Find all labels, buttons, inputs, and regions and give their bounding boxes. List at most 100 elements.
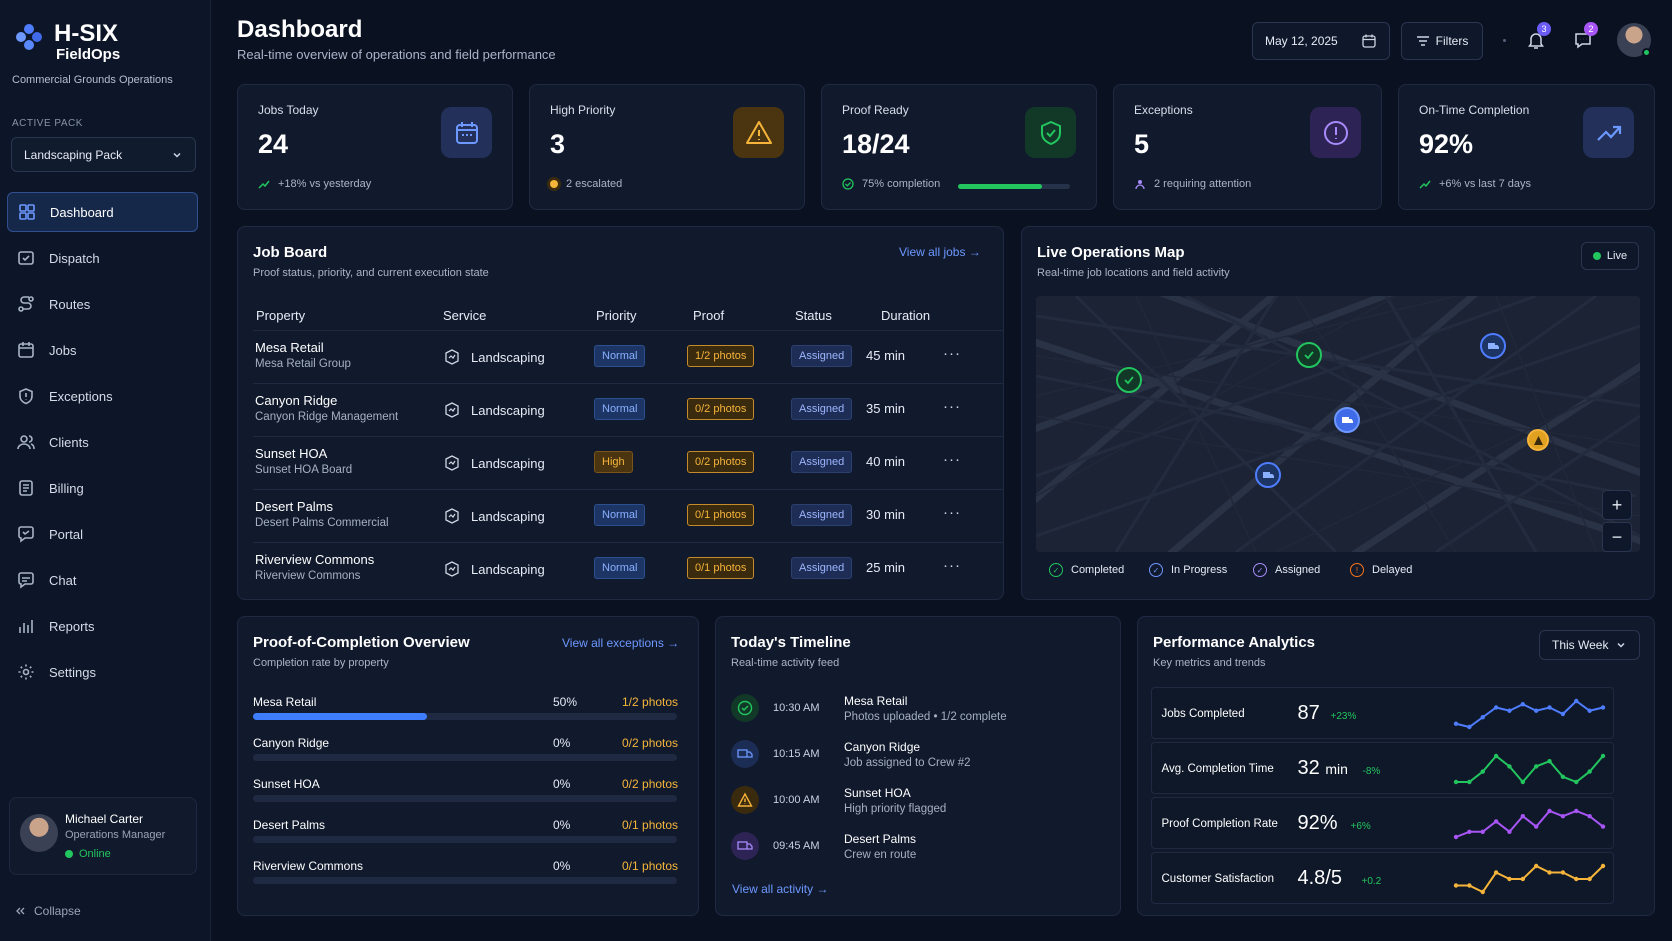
column-header-property[interactable]: Property (256, 308, 306, 323)
column-header-status[interactable]: Status (795, 308, 832, 323)
user-role: Operations Manager (65, 829, 166, 841)
service: Landscaping (443, 507, 545, 525)
kpi-note: +6% vs last 7 days (1419, 178, 1531, 190)
sidebar-item-reports[interactable]: Reports (7, 606, 198, 646)
poc-title: Proof-of-Completion Overview (253, 634, 470, 651)
timeline-title: Sunset HOA (844, 786, 911, 800)
metric-row[interactable]: Customer Satisfaction 4.8/5 +0.2 (1150, 852, 1614, 904)
kpi-card-on-time[interactable]: On-Time Completion 92% +6% vs last 7 day… (1398, 84, 1655, 210)
metric-row[interactable]: Jobs Completed 87 +23% (1150, 687, 1614, 739)
table-row[interactable]: Mesa Retail Mesa Retail Group Landscapin… (253, 330, 1003, 383)
gear-icon (18, 664, 34, 680)
sidebar-item-settings[interactable]: Settings (7, 652, 198, 692)
kpi-card-jobs-today[interactable]: Jobs Today 24 +18% vs yesterday (237, 84, 513, 210)
map-marker-in-progress[interactable] (1334, 407, 1360, 433)
service-label: Landscaping (471, 455, 545, 471)
active-pack-select[interactable]: Landscaping Pack (11, 137, 196, 172)
metric-row[interactable]: Avg. Completion Time 32 min -8% (1150, 742, 1614, 794)
user-card[interactable]: Michael Carter Operations Manager Online (9, 797, 197, 875)
sidebar-item-clients[interactable]: Clients (7, 422, 198, 462)
kpi-note: +18% vs yesterday (258, 178, 371, 190)
sparkline-point (1586, 876, 1592, 882)
sidebar-item-label: Settings (49, 664, 96, 680)
more-options-icon[interactable]: ··· (943, 398, 961, 415)
operations-map[interactable]: + − (1036, 296, 1640, 552)
collapse-button[interactable]: Collapse (14, 904, 81, 918)
date-picker[interactable]: May 12, 2025 (1252, 22, 1390, 60)
period-select[interactable]: This Week (1539, 630, 1640, 660)
filters-button[interactable]: Filters (1401, 22, 1483, 60)
sparkline-point (1600, 753, 1605, 759)
performance-subtitle: Key metrics and trends (1153, 657, 1266, 669)
more-options-icon[interactable]: ··· (943, 345, 961, 362)
sidebar-item-exceptions[interactable]: Exceptions (7, 376, 198, 416)
poc-subtitle: Completion rate by property (253, 657, 389, 669)
property-client: Mesa Retail Group (255, 358, 351, 370)
sparkline-point (1520, 779, 1525, 785)
metric-name: Customer Satisfaction (1161, 873, 1275, 885)
kpi-label: Exceptions (1134, 103, 1193, 117)
map-marker-in-progress[interactable] (1480, 333, 1506, 359)
view-all-activity-link[interactable]: View all activity → (732, 882, 828, 896)
column-header-duration[interactable]: Duration (881, 308, 931, 323)
sparkline-point (1466, 829, 1472, 834)
priority-badge: Normal (594, 504, 646, 526)
sidebar-item-dashboard[interactable]: Dashboard (7, 192, 198, 232)
sparkline-point (1546, 870, 1552, 875)
more-options-icon[interactable]: ··· (943, 504, 961, 521)
kpi-card-high-priority[interactable]: High Priority 3 2 escalated (529, 84, 805, 210)
chat-icon (18, 572, 34, 589)
live-map-title: Live Operations Map (1037, 244, 1185, 261)
map-marker-completed[interactable] (1116, 367, 1142, 393)
column-header-priority[interactable]: Priority (596, 308, 637, 323)
view-all-jobs-link[interactable]: View all jobs → (899, 245, 981, 259)
timeline-item[interactable]: 10:15 AM Canyon Ridge Job assigned to Cr… (731, 738, 1091, 784)
map-marker-delayed[interactable] (1527, 429, 1549, 451)
sidebar-item-dispatch[interactable]: Dispatch (7, 238, 198, 278)
more-options-icon[interactable]: ··· (943, 557, 961, 574)
timeline-item[interactable]: 10:00 AM Sunset HOA High priority flagge… (731, 784, 1091, 830)
sidebar-item-billing[interactable]: Billing (7, 468, 198, 508)
more-options-icon[interactable]: ··· (943, 451, 961, 468)
sidebar-item-chat[interactable]: Chat (7, 560, 198, 600)
timeline-item[interactable]: 10:30 AM Mesa Retail Photos uploaded • 1… (731, 692, 1091, 738)
table-row[interactable]: Sunset HOA Sunset HOA Board Landscaping … (253, 436, 1003, 489)
column-header-service[interactable]: Service (443, 308, 487, 323)
header-avatar[interactable] (1617, 23, 1651, 57)
live-map-subtitle: Real-time job locations and field activi… (1037, 267, 1230, 279)
map-marker-completed[interactable] (1296, 342, 1322, 368)
logo[interactable]: H-SIX FieldOps (14, 22, 120, 64)
bell-icon[interactable] (1526, 30, 1546, 50)
timeline-item[interactable]: 09:45 AM Desert Palms Crew en route (731, 830, 1091, 876)
zoom-out-button[interactable]: − (1602, 522, 1632, 552)
kpi-card-exceptions[interactable]: Exceptions 5 2 requiring attention (1113, 84, 1382, 210)
sparkline-point (1533, 863, 1538, 869)
sidebar-item-routes[interactable]: Routes (7, 284, 198, 324)
map-marker-in-progress[interactable] (1255, 462, 1281, 488)
column-header-proof[interactable]: Proof (693, 308, 725, 323)
jobs-icon (18, 342, 34, 358)
table-row[interactable]: Riverview Commons Riverview Commons Land… (253, 542, 1003, 595)
duration: 30 min (866, 507, 906, 522)
zoom-in-button[interactable]: + (1602, 490, 1632, 520)
service: Landscaping (443, 454, 545, 472)
kpi-card-proof-ready[interactable]: Proof Ready 18/24 75% completion (821, 84, 1097, 210)
poc-percent: 0% (553, 859, 571, 873)
live-indicator[interactable]: Live (1581, 242, 1639, 270)
sidebar-item-label: Chat (49, 572, 77, 588)
sidebar-item-jobs[interactable]: Jobs (7, 330, 198, 370)
kpi-value: 5 (1134, 129, 1150, 159)
metric-row[interactable]: Proof Completion Rate 92% +6% (1150, 797, 1614, 849)
metric-name: Avg. Completion Time (1161, 763, 1274, 775)
metric-value-number: 92% (1297, 812, 1338, 834)
collapse-label: Collapse (34, 904, 81, 918)
table-row[interactable]: Desert Palms Desert Palms Commercial Lan… (253, 489, 1003, 542)
sidebar-item-portal[interactable]: Portal (7, 514, 198, 554)
timeline-desc: Job assigned to Crew #2 (844, 757, 971, 769)
sparkline-line (1455, 809, 1604, 838)
metric-value-number: 87 (1297, 702, 1320, 724)
view-all-exceptions-link[interactable]: View all exceptions → (562, 636, 679, 650)
timeline-time: 10:00 AM (773, 794, 820, 806)
table-row[interactable]: Canyon Ridge Canyon Ridge Management Lan… (253, 383, 1003, 436)
timeline-title: Today's Timeline (731, 634, 851, 651)
